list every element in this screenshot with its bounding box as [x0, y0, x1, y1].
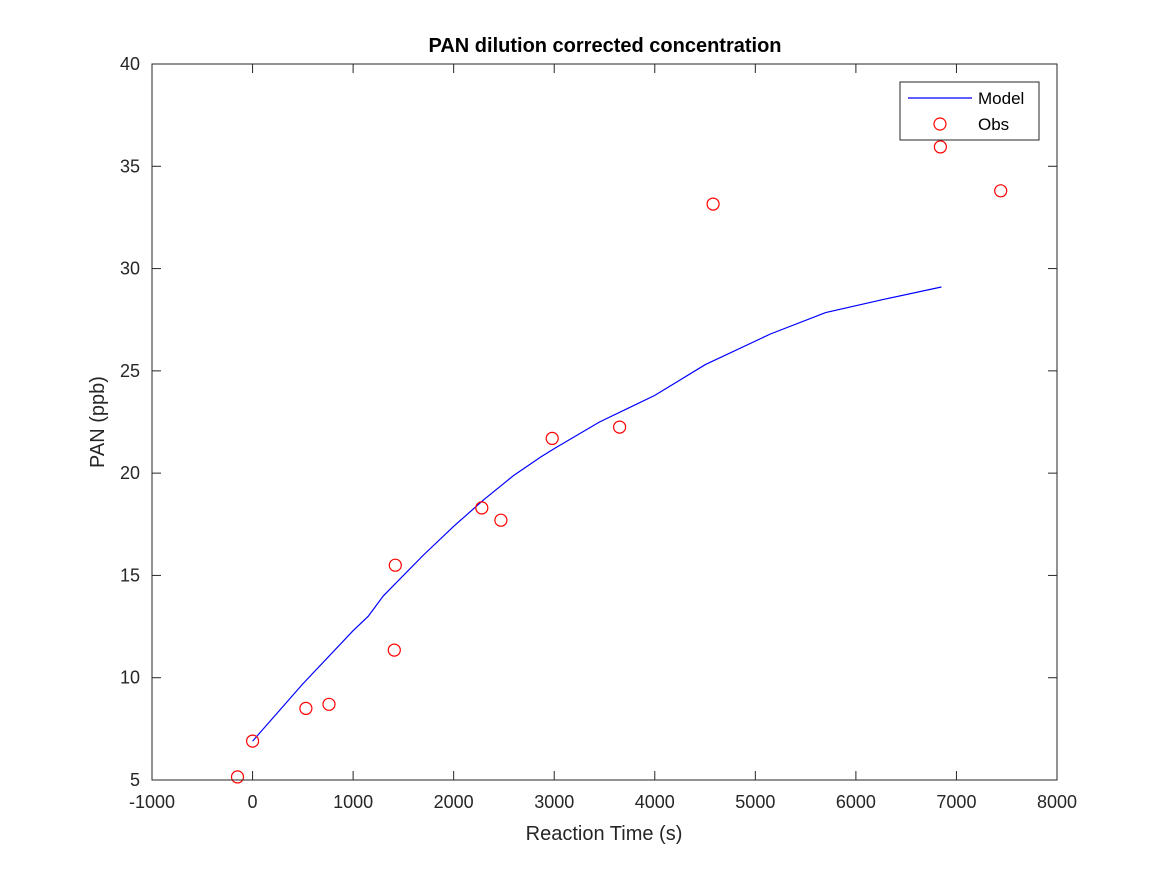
y-tick-label: 30 — [120, 259, 140, 279]
obs-point — [230, 770, 245, 784]
plot-background — [152, 64, 1057, 780]
x-tick-label: 4000 — [635, 792, 675, 812]
obs-point — [994, 184, 1008, 198]
x-tick-label: 2000 — [434, 792, 474, 812]
y-tick-label: 5 — [130, 770, 140, 790]
legend-obs-swatch — [933, 117, 947, 131]
chart-title: PAN dilution corrected concentration — [429, 35, 782, 57]
y-axis-label: PAN (ppb) — [87, 376, 109, 468]
y-tick-label: 35 — [120, 156, 140, 176]
y-tick-label: 15 — [120, 565, 140, 585]
y-tick-label: 20 — [120, 463, 140, 483]
obs-point — [545, 431, 559, 445]
obs-point — [494, 513, 508, 527]
y-tick-label: 25 — [120, 361, 140, 381]
legend: Model Obs — [899, 81, 1040, 141]
ticks-layer: -1000 0 1000 2000 3000 4000 5000 6000 7000 8000 5 1… — [120, 54, 1077, 812]
obs-point — [706, 197, 720, 211]
obs-point — [933, 140, 948, 154]
x-tick-label: -1000 — [129, 792, 175, 812]
x-tick-label: 0 — [248, 792, 258, 812]
obs-point — [246, 734, 260, 748]
x-tick-label: 8000 — [1037, 792, 1077, 812]
x-axis-label: Reaction Time (s) — [526, 823, 683, 845]
data-layer — [230, 140, 1008, 784]
obs-point — [322, 697, 336, 711]
obs-point — [388, 558, 402, 572]
legend-obs-label: Obs — [978, 115, 1009, 134]
y-tick-label: 40 — [120, 54, 140, 74]
obs-point — [387, 643, 401, 657]
legend-box — [899, 81, 1040, 141]
x-tick-label: 6000 — [836, 792, 876, 812]
plot-frame — [151, 63, 1058, 781]
x-tick-label: 3000 — [534, 792, 574, 812]
model-series-line — [252, 286, 942, 742]
obs-point — [612, 420, 627, 434]
obs-point — [475, 501, 489, 515]
obs-point — [299, 701, 313, 716]
legend-model-label: Model — [978, 89, 1024, 108]
x-tick-label: 1000 — [333, 792, 373, 812]
x-tick-label: 7000 — [936, 792, 976, 812]
y-tick-label: 10 — [120, 668, 140, 688]
x-tick-label: 5000 — [735, 792, 775, 812]
